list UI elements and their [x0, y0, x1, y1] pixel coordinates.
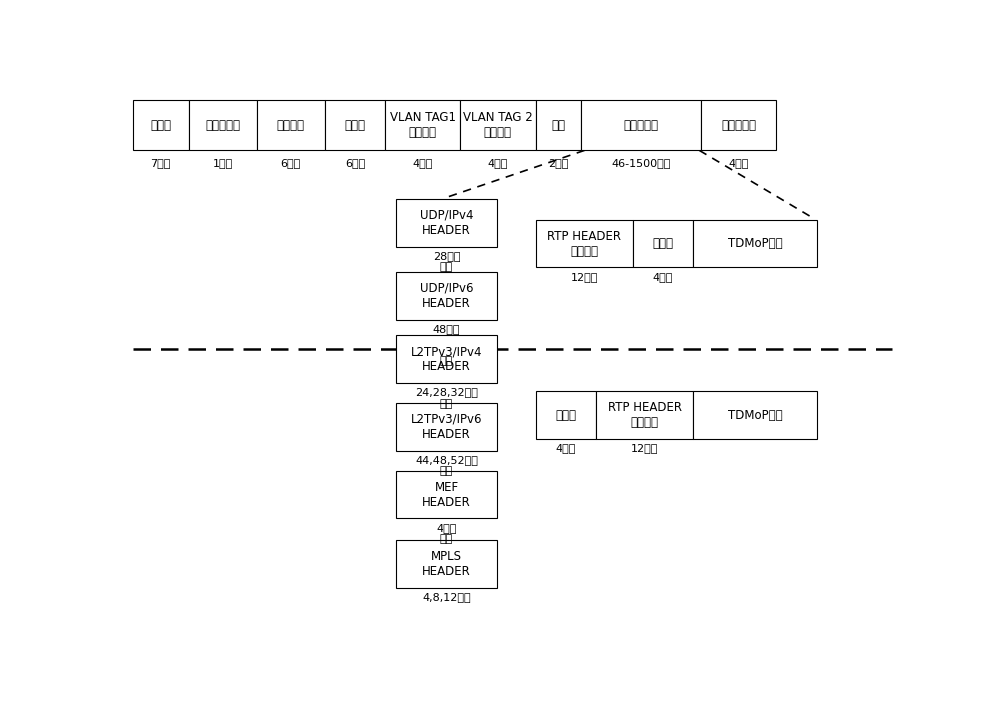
Text: 4字节: 4字节 [412, 159, 433, 169]
Text: 1字节: 1字节 [213, 159, 233, 169]
Text: VLAN TAG 2
（可选）: VLAN TAG 2 （可选） [463, 111, 533, 139]
Text: 类型: 类型 [551, 119, 565, 132]
Text: 12字节: 12字节 [631, 443, 658, 453]
Text: UDP/IPv4
HEADER: UDP/IPv4 HEADER [420, 208, 473, 237]
Text: 46-1500字节: 46-1500字节 [611, 159, 670, 169]
Bar [396, 540, 497, 588]
Bar [396, 199, 497, 246]
Text: MEF
HEADER: MEF HEADER [422, 481, 471, 508]
Text: 或者: 或者 [440, 398, 453, 408]
Text: 控制字: 控制字 [555, 408, 576, 422]
Bar [536, 391, 596, 439]
Bar [133, 100, 189, 151]
Text: 4字节: 4字节 [556, 443, 576, 453]
Text: 48字节: 48字节 [433, 324, 460, 334]
Bar [189, 100, 257, 151]
Text: 6字节: 6字节 [281, 159, 301, 169]
Text: RTP HEADER
（可选）: RTP HEADER （可选） [547, 229, 621, 258]
Text: UDP/IPv6
HEADER: UDP/IPv6 HEADER [420, 282, 473, 310]
Bar [536, 100, 581, 151]
Bar [596, 391, 693, 439]
Text: 4字节: 4字节 [653, 271, 673, 281]
Text: 或者: 或者 [440, 356, 453, 366]
Bar [581, 100, 701, 151]
Text: 前导码: 前导码 [150, 119, 171, 132]
Text: 28字节: 28字节 [433, 251, 460, 261]
Bar [385, 100, 460, 151]
Bar [693, 220, 817, 268]
Text: 源地址: 源地址 [345, 119, 366, 132]
Text: 4字节: 4字节 [488, 159, 508, 169]
Text: 4,8,12字节: 4,8,12字节 [422, 592, 471, 602]
Bar [396, 403, 497, 451]
Text: TDMoP净荷: TDMoP净荷 [728, 408, 782, 422]
Bar [701, 100, 776, 151]
Text: 控制字: 控制字 [652, 237, 673, 250]
Text: RTP HEADER
（可选）: RTP HEADER （可选） [608, 401, 682, 429]
Bar [257, 100, 325, 151]
Text: 帧校验序列: 帧校验序列 [721, 119, 756, 132]
Text: 7字节: 7字节 [150, 159, 171, 169]
Bar [396, 471, 497, 518]
Text: 4字节: 4字节 [728, 159, 749, 169]
Text: VLAN TAG1
（可选）: VLAN TAG1 （可选） [390, 111, 456, 139]
Text: 目的地址: 目的地址 [277, 119, 305, 132]
Bar [693, 391, 817, 439]
Text: L2TPv3/IPv4
HEADER: L2TPv3/IPv4 HEADER [411, 345, 482, 373]
Text: MPLS
HEADER: MPLS HEADER [422, 550, 471, 578]
Bar [396, 335, 497, 383]
Text: 4字节: 4字节 [436, 523, 457, 533]
Text: 或者: 或者 [440, 534, 453, 544]
Bar [396, 272, 497, 320]
Text: 24,28,32字节: 24,28,32字节 [415, 387, 478, 397]
Text: 2字节: 2字节 [548, 159, 568, 169]
Bar [325, 100, 385, 151]
Text: TDMoP净荷: TDMoP净荷 [728, 237, 782, 250]
Text: 12字节: 12字节 [570, 271, 598, 281]
Text: 或者: 或者 [440, 466, 453, 476]
Bar [633, 220, 693, 268]
Bar [460, 100, 536, 151]
Text: 数据和填充: 数据和填充 [623, 119, 658, 132]
Text: 帧起始标志: 帧起始标志 [205, 119, 240, 132]
Text: 6字节: 6字节 [345, 159, 365, 169]
Text: 或者: 或者 [440, 263, 453, 273]
Text: L2TPv3/IPv6
HEADER: L2TPv3/IPv6 HEADER [411, 413, 482, 441]
Text: 44,48,52字节: 44,48,52字节 [415, 455, 478, 465]
Bar [536, 220, 633, 268]
